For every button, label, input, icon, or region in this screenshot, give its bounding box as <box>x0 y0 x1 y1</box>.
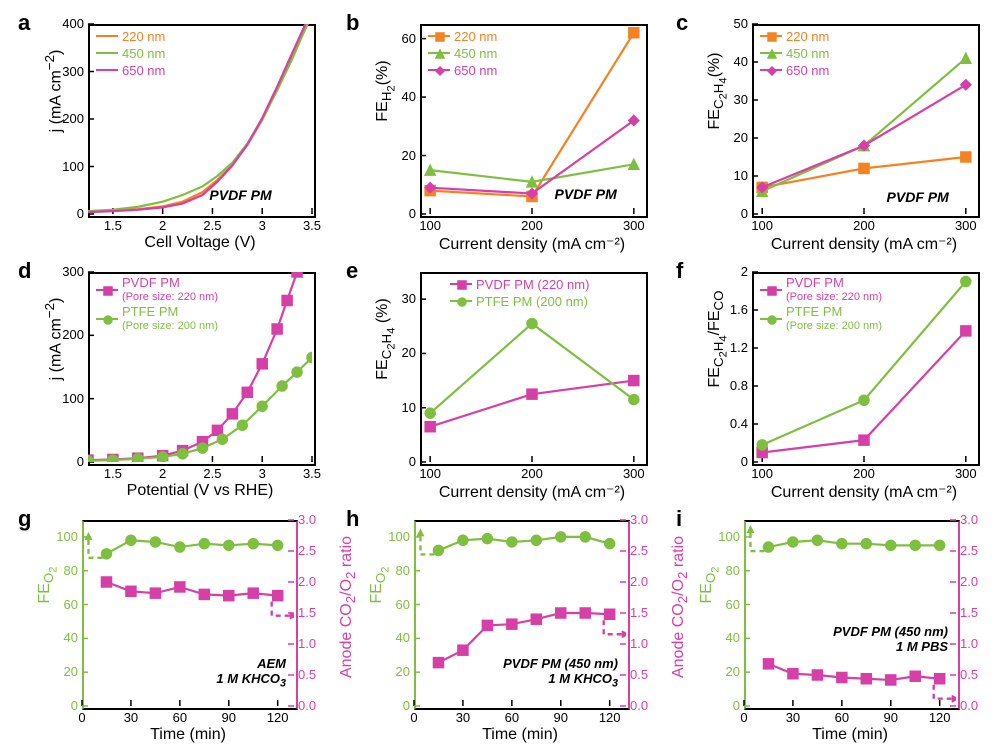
xaxis-label: Time (min) <box>744 726 956 744</box>
legend: PVDF PM (220 nm)PTFE PM (200 nm) <box>450 276 589 310</box>
legend: PVDF PM(Pore size: 220 nm)PTFE PM(Pore s… <box>96 276 218 334</box>
xaxis-label: Current density (mA cm⁻²) <box>752 482 976 502</box>
yaxis-label: FEC2H4(%) <box>706 0 730 186</box>
xaxis-label: Potential (V vs RHE) <box>88 482 312 500</box>
legend: PVDF PM(Pore size: 220 nm)PTFE PM(Pore s… <box>760 276 882 334</box>
legend: 220 nm450 nm650 nm <box>428 28 497 79</box>
yaxis-label: FEO2 <box>698 492 722 678</box>
yaxis-label: FEO2 <box>36 492 60 678</box>
legend: 220 nm450 nm650 nm <box>96 28 165 79</box>
yaxis-label: FEH2(%) <box>374 0 398 186</box>
xaxis-label: Current density (mA cm⁻²) <box>420 234 644 254</box>
xaxis-label: Time (min) <box>414 726 626 744</box>
yaxis-label: FEO2 <box>368 492 392 678</box>
yaxis-label: j (mA cm−2) <box>42 0 65 186</box>
xaxis-label: Current density (mA cm⁻²) <box>752 234 976 254</box>
yaxis-label: FEC2H4/FECO <box>706 244 730 434</box>
yaxis-label: j (mA cm−2) <box>42 244 65 434</box>
xaxis-label: Current density (mA cm⁻²) <box>420 482 644 502</box>
yaxis-label: FEC2H4 (%) <box>374 244 398 434</box>
xaxis-label: Time (min) <box>82 726 294 744</box>
legend: 220 nm450 nm650 nm <box>760 28 829 79</box>
xaxis-label: Cell Voltage (V) <box>88 234 312 252</box>
